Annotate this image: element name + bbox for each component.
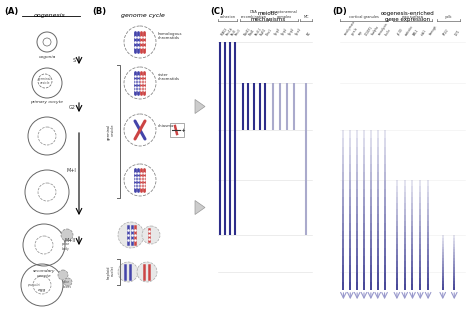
Text: STAG3: STAG3 <box>220 27 229 36</box>
Text: p1.00: p1.00 <box>397 28 404 36</box>
Text: cohesion: cohesion <box>219 15 236 19</box>
Text: homologous
chromatids: homologous chromatids <box>158 32 182 40</box>
Text: hemogh: hemogh <box>428 25 438 36</box>
Circle shape <box>137 262 157 282</box>
Text: Mus81: Mus81 <box>243 27 251 36</box>
Text: gure-b: gure-b <box>350 27 359 36</box>
Text: Smc1b: Smc1b <box>225 26 234 36</box>
Text: MC: MC <box>303 15 309 19</box>
Text: polar
body: polar body <box>62 242 70 251</box>
Text: Syce2: Syce2 <box>294 27 302 36</box>
Text: otolectin: otolectin <box>405 24 415 36</box>
Text: yolk: yolk <box>445 15 452 19</box>
Text: mechanisms: mechanisms <box>250 17 285 22</box>
Text: DLY1: DLY1 <box>454 28 461 36</box>
Text: Dmc1: Dmc1 <box>265 28 273 36</box>
Text: M+I: M+I <box>66 167 76 172</box>
Polygon shape <box>195 201 205 214</box>
Text: Mnd1: Mnd1 <box>248 28 256 36</box>
Text: DNA
recombination: DNA recombination <box>241 11 267 19</box>
Text: +: + <box>180 128 185 133</box>
Circle shape <box>118 222 144 248</box>
Text: (D): (D) <box>332 7 347 16</box>
Text: Sycp2: Sycp2 <box>288 27 296 36</box>
Text: sister
chromatids: sister chromatids <box>158 73 180 81</box>
Text: Sycp1: Sycp1 <box>281 27 289 36</box>
Text: ovp: ovp <box>357 30 363 36</box>
Circle shape <box>118 262 138 282</box>
Text: fa-alpha: fa-alpha <box>371 25 381 36</box>
Text: oogenesis-enriched: oogenesis-enriched <box>381 11 435 16</box>
Text: YP1/2: YP1/2 <box>443 28 450 36</box>
Text: M+II: M+II <box>64 239 76 243</box>
Text: haploid
nuclei: haploid nuclei <box>106 265 115 279</box>
Polygon shape <box>195 99 205 113</box>
Text: G2: G2 <box>69 105 76 110</box>
Text: gene expression: gene expression <box>385 17 430 22</box>
Text: ovochymase: ovochymase <box>344 20 356 36</box>
Text: Sycp3: Sycp3 <box>273 27 282 36</box>
Text: germinal
vesicle: germinal vesicle <box>106 123 115 140</box>
Circle shape <box>61 229 73 241</box>
FancyBboxPatch shape <box>170 123 184 137</box>
Text: tobi1: tobi1 <box>420 28 428 36</box>
Text: pronuclei: pronuclei <box>27 283 39 287</box>
Text: chiasma: chiasma <box>158 124 174 128</box>
Text: (A): (A) <box>4 7 18 16</box>
Text: cortical granules: cortical granules <box>349 15 379 19</box>
Text: genome cycle: genome cycle <box>121 13 165 18</box>
Text: egg surface: egg surface <box>402 15 423 19</box>
Text: egg: egg <box>38 288 46 292</box>
Text: Rad51: Rad51 <box>260 27 268 36</box>
Circle shape <box>64 278 72 286</box>
Text: polar
bodies: polar bodies <box>63 280 72 289</box>
Text: synaptonemnal
complex: synaptonemnal complex <box>270 11 298 19</box>
Text: ovocalyxin: ovocalyxin <box>378 22 389 36</box>
Text: MC: MC <box>306 31 312 36</box>
Text: (B): (B) <box>92 7 106 16</box>
Text: EML1: EML1 <box>412 28 420 36</box>
Text: germinal
vesicle: germinal vesicle <box>38 77 52 85</box>
Text: primary oocyte: primary oocyte <box>30 100 64 104</box>
Text: oogonia: oogonia <box>38 55 55 59</box>
Text: (C): (C) <box>210 7 224 16</box>
Circle shape <box>142 226 160 244</box>
Text: ficolin: ficolin <box>384 28 392 36</box>
Text: Rec8: Rec8 <box>230 28 237 36</box>
Text: Rec8.1: Rec8.1 <box>254 26 263 36</box>
Text: S: S <box>73 58 76 63</box>
Circle shape <box>58 270 68 280</box>
Text: Smc3: Smc3 <box>235 28 242 36</box>
Text: CCGSP1: CCGSP1 <box>364 25 374 36</box>
Text: secondary
oocyte: secondary oocyte <box>33 269 55 277</box>
Text: meiotic: meiotic <box>258 11 278 16</box>
Text: oogenesis: oogenesis <box>34 13 66 18</box>
